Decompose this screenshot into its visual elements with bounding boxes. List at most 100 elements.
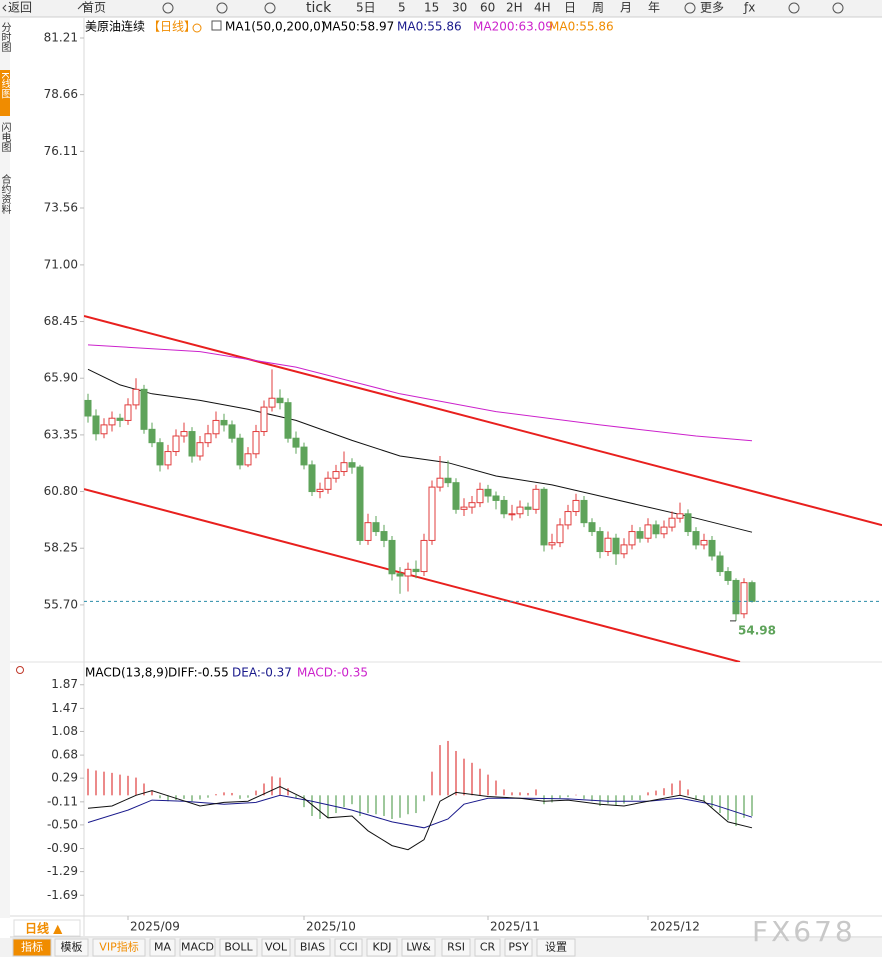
y-tick-label: 65.90 [44,371,78,385]
candle-body [436,477,444,488]
tab[interactable] [261,938,291,957]
candle-body [620,544,628,555]
tab[interactable] [441,938,471,957]
toolbar-button[interactable]: 年 [648,1,660,15]
toolbar-icon[interactable] [162,2,174,14]
candle-body [476,488,484,504]
candle-body [540,488,548,546]
tab[interactable] [54,938,89,957]
settings-icon[interactable] [16,666,24,674]
tab-label[interactable]: BOLL [224,941,253,954]
toolbar-icon[interactable] [264,2,276,14]
toolbar-button[interactable]: 更多 [700,1,724,15]
toolbar-button[interactable]: 2H [506,1,523,15]
tab[interactable] [474,938,501,957]
indicator-label: MA1(50,0,200,0) [225,20,325,34]
toolbar-button[interactable]: ƒx [743,1,755,15]
candle-body [676,513,684,519]
tab[interactable] [366,938,398,957]
candle-body [580,499,588,524]
toolbar-icon[interactable] [684,2,696,14]
y-tick-label: 1.47 [51,701,78,715]
tab-label[interactable]: CR [480,941,496,954]
tab[interactable] [504,938,533,957]
candle-body [244,453,252,466]
tab-label[interactable]: MACD [181,941,214,954]
toolbar-button[interactable]: 周 [592,1,604,15]
toolbar-button[interactable]: 5日 [356,1,376,15]
toolbar-button[interactable]: 30 [452,1,467,15]
toolbar-button[interactable]: 5 [398,1,406,15]
tab-label[interactable]: PSY [508,941,529,954]
sidebar-tab[interactable]: 合约资料 [0,173,11,215]
tab-label[interactable]: LW& [406,941,431,954]
candle-body [724,571,732,581]
tab[interactable] [294,938,331,957]
tab[interactable] [334,938,363,957]
toolbar-button[interactable]: 首页 [82,1,106,15]
y-tick-label: -1.29 [47,864,78,878]
toolbar-icon[interactable] [788,2,800,14]
y-tick-label: 71.00 [44,257,78,271]
tab[interactable] [401,938,436,957]
tab-label[interactable]: 指标 [21,940,43,954]
tab[interactable] [536,938,576,957]
y-tick-label: 81.21 [44,31,78,45]
period-button[interactable] [13,919,81,937]
candle-body [332,471,340,479]
candle-body [548,542,556,546]
candle-body [412,568,420,573]
toolbar-icon[interactable] [832,2,844,14]
sidebar-tab[interactable]: K线图 [0,72,11,99]
candle-body [340,462,348,473]
tab-label[interactable]: RSI [447,941,465,954]
toolbar-button[interactable]: 返回 [8,1,32,15]
y-tick-label: 73.56 [44,201,78,215]
toolbar-icon[interactable] [216,2,228,14]
tab[interactable] [12,938,52,957]
candle-body [660,526,668,535]
tab[interactable] [92,938,146,957]
toolbar-button[interactable]: tick [306,0,332,16]
ma-icon[interactable] [211,20,222,31]
tab-label[interactable]: VIP指标 [99,940,138,954]
toolbar-button[interactable]: 月 [620,1,632,15]
y-tick-label: -0.50 [47,817,78,831]
toolbar-button[interactable]: 日 [564,1,576,15]
tab[interactable] [149,938,176,957]
candle-body [180,431,188,437]
tab-label[interactable]: BIAS [300,941,325,954]
candle-body [612,537,620,555]
sidebar-tab[interactable]: 闪电图 [0,121,11,153]
candle-body [100,424,108,435]
toolbar-button[interactable]: 4H [534,1,551,15]
toolbar-button[interactable]: 60 [480,1,495,15]
candle-body [116,417,124,421]
tab-label[interactable]: 模板 [61,940,83,954]
tab[interactable] [219,938,258,957]
candle-body [364,522,372,541]
tab[interactable] [179,938,216,957]
candle-body [188,431,196,457]
candle-body [708,539,716,557]
candle-body [692,531,700,546]
tab-label[interactable]: KDJ [373,941,392,954]
x-tick-label: 2025/11 [490,920,540,934]
tab-label[interactable]: CCI [339,941,358,954]
sidebar-tab[interactable]: 分时图 [0,22,11,53]
period-button-label[interactable]: 日线 ▲ [25,921,63,936]
toolbar-button[interactable]: 15 [424,1,439,15]
tab-label[interactable]: VOL [265,941,288,954]
dea-line [87,794,753,829]
candle-body [316,488,324,493]
candle-body [460,506,468,510]
y-tick-label: 58.25 [44,541,78,555]
y-tick-label: 76.11 [44,144,78,158]
period-icon[interactable] [192,23,202,33]
candle-body [444,477,452,484]
candle-body [532,488,540,510]
tab-label[interactable]: 设置 [545,941,567,954]
tab-label[interactable]: MA [154,941,171,954]
indicator-label: MA0:55.86 [397,20,462,34]
y-tick-label: 1.08 [51,724,78,738]
